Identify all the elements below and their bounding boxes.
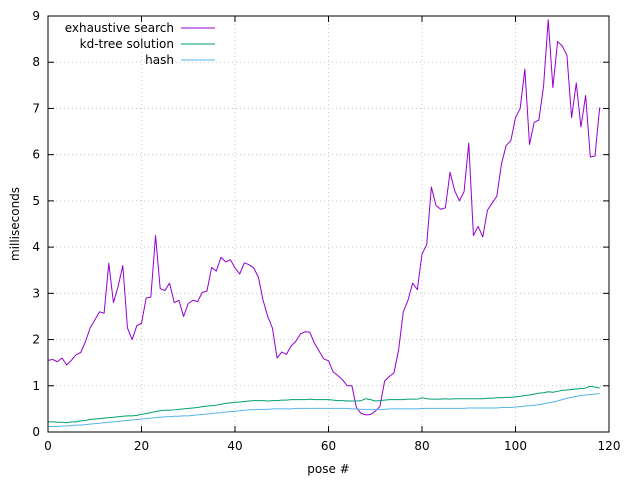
- y-tick-label: 3: [32, 286, 40, 300]
- x-tick-label: 20: [134, 439, 149, 453]
- y-tick-label: 8: [32, 55, 40, 69]
- x-tick-label: 120: [598, 439, 621, 453]
- series-line-exhaustive-search: [47, 19, 601, 416]
- series-lines: [47, 19, 601, 427]
- y-tick-label: 6: [32, 148, 40, 162]
- y-tick-label: 7: [32, 101, 40, 115]
- y-tick-label: 5: [32, 194, 40, 208]
- x-tick-label: 60: [321, 439, 336, 453]
- x-axis-label: pose #: [307, 462, 349, 476]
- x-tick-label: 100: [504, 439, 527, 453]
- y-axis-label: milliseconds: [8, 187, 22, 261]
- axis-ticks: 0 20 40 60 80 100 120 0 1 2 3 4 5 6 7 8 9: [32, 9, 620, 453]
- x-tick-label: 0: [44, 439, 52, 453]
- series-line-hash: [48, 393, 600, 427]
- y-tick-label: 9: [32, 9, 40, 23]
- y-tick-label: 1: [32, 379, 40, 393]
- y-tick-label: 4: [32, 240, 40, 254]
- x-tick-label: 40: [227, 439, 242, 453]
- legend-label: kd-tree solution: [80, 37, 174, 51]
- series-line-kd-tree-solution: [48, 385, 600, 424]
- x-tick-label: 80: [414, 439, 429, 453]
- legend-label: exhaustive search: [65, 21, 174, 35]
- y-tick-label: 2: [32, 333, 40, 347]
- legend-label: hash: [145, 53, 174, 67]
- grid-lines: [48, 16, 609, 432]
- y-tick-label: 0: [32, 425, 40, 439]
- legend: exhaustive search kd-tree solution hash: [65, 21, 215, 67]
